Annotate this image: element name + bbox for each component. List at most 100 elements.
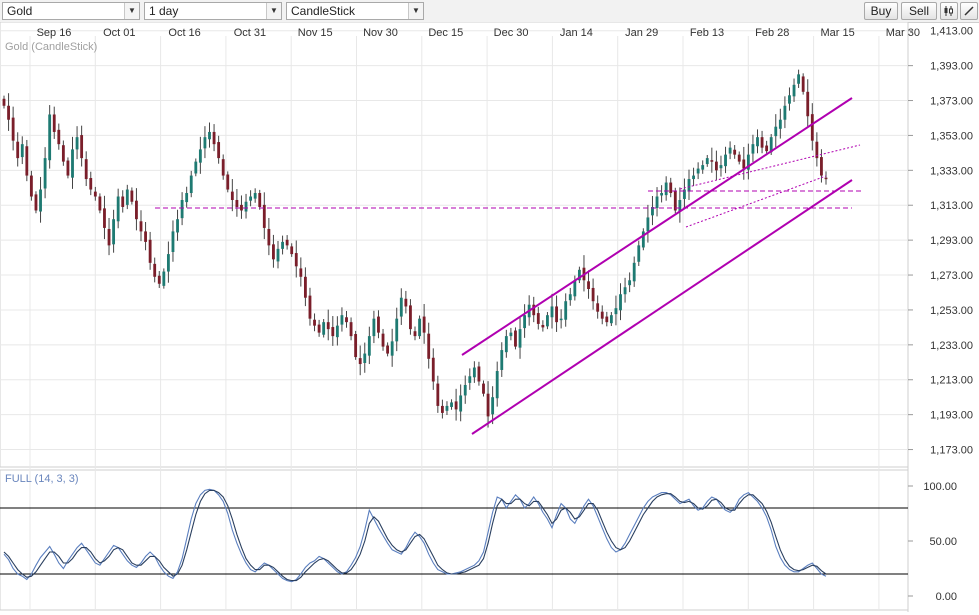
candle-body xyxy=(61,145,65,162)
candle xyxy=(824,171,828,185)
candle xyxy=(806,79,810,128)
candle xyxy=(153,257,157,283)
candle-body xyxy=(422,316,426,333)
candle xyxy=(810,103,814,151)
candle-body xyxy=(774,126,778,137)
candle xyxy=(399,288,403,325)
inner-channel-upper-dotted xyxy=(679,144,861,190)
candle-body xyxy=(354,334,358,358)
candle xyxy=(445,401,449,415)
candle xyxy=(107,217,111,256)
candle xyxy=(16,132,20,167)
price-tick-label: 1,253.00 xyxy=(930,305,973,317)
candle xyxy=(299,257,303,287)
candle-body xyxy=(486,393,490,417)
candle xyxy=(774,114,778,148)
candle-body xyxy=(331,327,335,337)
line-icon xyxy=(964,6,974,16)
candle-body xyxy=(139,221,143,232)
candle xyxy=(559,309,563,329)
candle xyxy=(203,126,207,159)
candle xyxy=(678,187,682,223)
candle xyxy=(477,361,481,386)
candle-body xyxy=(596,303,600,312)
candle-body xyxy=(212,131,216,145)
channel-lower-line xyxy=(471,179,853,435)
candle-body xyxy=(472,367,476,378)
time-tick-label: Jan 29 xyxy=(625,27,658,39)
candle xyxy=(605,311,609,327)
candle-body xyxy=(742,159,746,169)
price-tick-label: 1,273.00 xyxy=(930,270,973,282)
candle-body xyxy=(313,319,316,326)
candle-body xyxy=(587,281,590,289)
price-tick-label: 1,233.00 xyxy=(930,340,973,352)
candle-body xyxy=(523,315,527,329)
candle-body xyxy=(641,231,645,248)
candle xyxy=(71,136,74,189)
candle xyxy=(52,106,56,139)
draw-line-button[interactable] xyxy=(960,2,978,20)
candle xyxy=(459,384,463,422)
candle-body xyxy=(121,196,125,207)
candle-body xyxy=(568,294,572,301)
candle-body xyxy=(377,316,380,333)
timeframe-select[interactable]: 1 day ▼ xyxy=(144,2,282,20)
candle xyxy=(500,342,504,377)
candle-body xyxy=(176,219,179,233)
candle-body xyxy=(135,200,138,220)
symbol-select-value: Gold xyxy=(7,4,33,18)
candle xyxy=(89,171,93,196)
candle xyxy=(272,234,275,268)
time-tick-label: Mar 30 xyxy=(886,27,920,39)
candle xyxy=(719,155,723,177)
candle xyxy=(504,329,508,358)
candle xyxy=(568,287,572,306)
candle xyxy=(276,241,280,269)
candle-tool-button[interactable] xyxy=(940,2,958,20)
price-tick-label: 1,373.00 xyxy=(930,96,973,108)
candle xyxy=(623,277,627,303)
candle-body xyxy=(614,308,618,315)
buy-button[interactable]: Buy xyxy=(864,2,898,20)
candle-body xyxy=(801,76,805,92)
annotation-layer xyxy=(155,97,862,435)
candle-body xyxy=(646,217,650,232)
candle xyxy=(463,375,467,404)
candle-body xyxy=(157,275,161,284)
candle-body xyxy=(546,315,549,327)
candle-body xyxy=(166,254,170,272)
candle xyxy=(486,381,490,428)
candle xyxy=(171,220,175,262)
candle xyxy=(801,73,805,95)
candle xyxy=(139,210,143,242)
candle xyxy=(482,380,485,397)
candle xyxy=(253,188,257,203)
symbol-select[interactable]: Gold ▼ xyxy=(2,2,140,20)
candle-body xyxy=(660,193,664,196)
candle-body xyxy=(326,322,330,330)
candle-body xyxy=(482,383,485,394)
channel-upper-line xyxy=(461,97,853,356)
candle-body xyxy=(705,158,709,165)
candle-body xyxy=(25,146,29,176)
candle xyxy=(687,169,691,200)
chart-type-select[interactable]: CandleStick ▼ xyxy=(286,2,424,20)
candle xyxy=(683,178,686,209)
candle xyxy=(135,188,138,231)
candle-body xyxy=(450,402,453,407)
time-tick-label: Nov 15 xyxy=(298,27,333,39)
candle-body xyxy=(605,316,609,323)
candle-body xyxy=(463,384,467,396)
candle xyxy=(651,195,654,226)
candle-body xyxy=(185,193,189,203)
candle xyxy=(797,69,801,88)
sell-button[interactable]: Sell xyxy=(901,2,937,20)
candle xyxy=(536,306,540,330)
candle-body xyxy=(719,165,723,169)
candle-body xyxy=(664,182,668,196)
candle xyxy=(555,295,558,332)
candle xyxy=(514,327,517,350)
candle-body xyxy=(358,358,362,365)
candle-body xyxy=(395,318,399,342)
